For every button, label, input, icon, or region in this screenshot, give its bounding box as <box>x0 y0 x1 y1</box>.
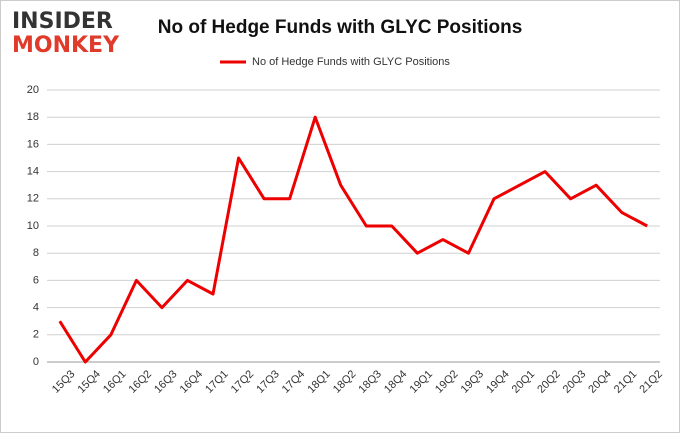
y-tick-label: 2 <box>33 329 39 341</box>
logo-top: INSIDER <box>12 9 113 34</box>
y-tick-label: 16 <box>27 138 39 150</box>
legend-label: No of Hedge Funds with GLYC Positions <box>252 56 450 68</box>
y-tick-label: 14 <box>27 166 39 178</box>
y-tick-label: 6 <box>33 274 39 286</box>
y-tick-label: 4 <box>33 302 39 314</box>
y-tick-label: 10 <box>27 220 39 232</box>
chart-title: No of Hedge Funds with GLYC Positions <box>158 17 523 38</box>
y-tick-label: 18 <box>27 111 39 123</box>
y-tick-label: 8 <box>33 247 39 259</box>
y-tick-label: 0 <box>33 356 39 368</box>
y-tick-label: 20 <box>27 84 39 96</box>
line <box>58 115 648 364</box>
y-tick-label: 12 <box>27 193 39 205</box>
logo-bottom: MONKEY <box>12 33 120 58</box>
